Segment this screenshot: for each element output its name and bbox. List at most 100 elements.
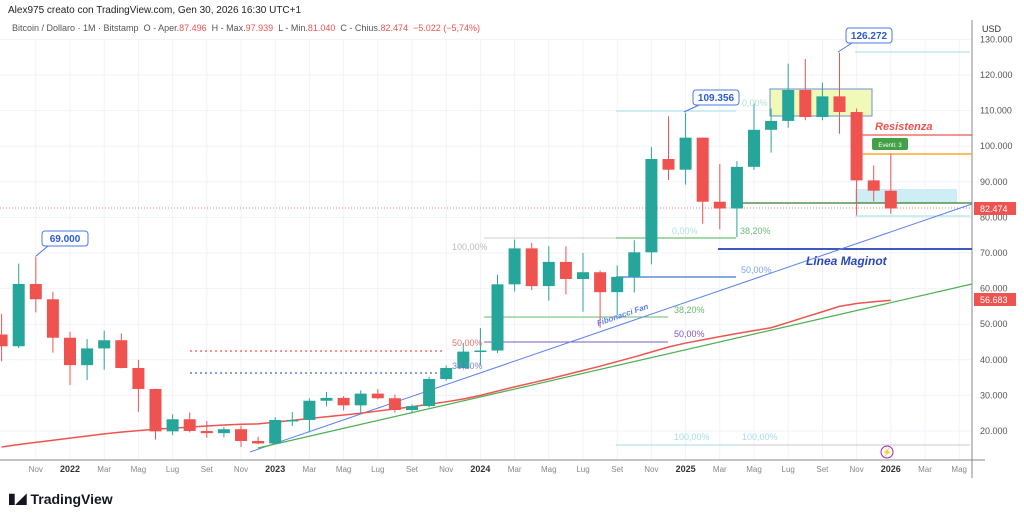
x-tick-label: Mar bbox=[713, 465, 727, 474]
candle-body bbox=[64, 337, 76, 366]
candle-body bbox=[542, 261, 555, 287]
y-tick-label: 90.000 bbox=[980, 177, 1008, 187]
symbol-name[interactable]: Bitcoin / Dollaro · 1M · Bitstamp bbox=[12, 23, 139, 33]
candle-body bbox=[132, 367, 145, 389]
fib-level-label: 50,00% bbox=[674, 329, 705, 339]
candle-body bbox=[867, 180, 880, 191]
candle-body bbox=[286, 419, 299, 422]
fib-level-label: 0,00% bbox=[742, 98, 768, 108]
events-badge bbox=[872, 138, 908, 150]
ma-price-badge bbox=[974, 293, 1016, 306]
x-tick-label: Mar bbox=[918, 465, 932, 474]
candle-body bbox=[166, 419, 179, 432]
y-tick-label: 40.000 bbox=[980, 355, 1008, 365]
x-tick-label: Nov bbox=[234, 465, 248, 474]
ma-price-label: 56.683 bbox=[980, 295, 1008, 305]
candle-body bbox=[388, 398, 401, 410]
candle-body bbox=[594, 272, 607, 293]
maginot-label: Linea Maginot bbox=[806, 254, 888, 268]
callout-pointer bbox=[35, 245, 49, 257]
candle-body bbox=[354, 393, 367, 406]
candle-body bbox=[303, 400, 316, 420]
candle-body bbox=[508, 248, 521, 285]
candle-body bbox=[81, 348, 94, 366]
fib-level-label: 100,00% bbox=[452, 242, 488, 252]
x-tick-label: Nov bbox=[849, 465, 863, 474]
candle-body bbox=[679, 137, 692, 170]
change-value: −5.022 (−5,74%) bbox=[412, 23, 481, 33]
fib-level-label: 38,20% bbox=[740, 226, 771, 236]
x-tick-label: Lug bbox=[371, 465, 384, 474]
x-tick-label: Nov bbox=[29, 465, 43, 474]
y-tick-label: 120.000 bbox=[980, 70, 1013, 80]
callout-pointer bbox=[837, 42, 853, 53]
candle-body bbox=[833, 96, 846, 113]
x-tick-label: Mag bbox=[746, 465, 762, 474]
y-tick-label: 130.000 bbox=[980, 34, 1013, 44]
x-tick-label: Lug bbox=[576, 465, 589, 474]
x-tick-label: Set bbox=[611, 465, 624, 474]
fib-level-label: 38,20% bbox=[452, 361, 483, 371]
price-callout-box bbox=[41, 230, 89, 247]
x-tick-label: Lug bbox=[782, 465, 795, 474]
low-value: 81.040 bbox=[307, 23, 336, 33]
candle-body bbox=[46, 299, 59, 338]
candle-body bbox=[183, 419, 196, 431]
candle-body bbox=[696, 137, 709, 202]
candle-body bbox=[850, 112, 863, 181]
y-tick-label: 110.000 bbox=[980, 106, 1012, 116]
trend-line bbox=[257, 283, 973, 449]
candle-body bbox=[628, 252, 641, 277]
support-zone bbox=[855, 189, 957, 203]
high-label: H - Max. bbox=[211, 23, 246, 33]
x-tick-label: Nov bbox=[644, 465, 658, 474]
candle-body bbox=[491, 284, 504, 351]
x-tick-label: Mag bbox=[336, 465, 352, 474]
candle-body bbox=[320, 397, 333, 401]
y-tick-label: 70.000 bbox=[980, 248, 1008, 258]
candle-body bbox=[149, 388, 162, 432]
y-tick-label: 50.000 bbox=[980, 319, 1008, 329]
price-callout-label: 109.356 bbox=[698, 93, 735, 104]
fib-level-label: 38,20% bbox=[674, 305, 705, 315]
x-tick-label: 2024 bbox=[470, 464, 490, 474]
candle-body bbox=[269, 419, 282, 444]
fibonacci-fan-line bbox=[249, 203, 973, 453]
candle-body bbox=[115, 340, 128, 368]
lightning-glyph: ⚡ bbox=[882, 447, 892, 457]
y-tick-label: 100.000 bbox=[980, 141, 1013, 151]
candle-body bbox=[799, 89, 812, 118]
price-callout-label: 126.272 bbox=[851, 31, 888, 42]
candle-body bbox=[474, 350, 487, 353]
price-callout-box bbox=[692, 89, 740, 106]
x-tick-label: Mag bbox=[131, 465, 147, 474]
fib-level-label: 100,00% bbox=[742, 432, 778, 442]
last-price-label: 82.474 bbox=[980, 204, 1008, 214]
y-tick-label: 30.000 bbox=[980, 390, 1008, 400]
candle-body bbox=[645, 159, 658, 253]
last-price-badge bbox=[974, 202, 1016, 215]
candle-body bbox=[12, 283, 25, 347]
open-value: 87.496 bbox=[179, 23, 207, 33]
x-tick-label: Set bbox=[816, 465, 829, 474]
symbol-legend: Bitcoin / Dollaro · 1M · Bitstamp O - Ap… bbox=[12, 23, 480, 33]
x-tick-label: Set bbox=[201, 465, 214, 474]
resistance-label: Resistenza bbox=[875, 121, 932, 133]
chart-credit: Alex975 creato con TradingView.com, Gen … bbox=[8, 5, 302, 16]
callout-pointer bbox=[683, 104, 700, 113]
events-label: Eventi: 3 bbox=[878, 143, 902, 149]
candle-body bbox=[611, 276, 624, 293]
x-tick-label: Set bbox=[406, 465, 419, 474]
fib-level-label: 50,00% bbox=[452, 338, 483, 348]
x-tick-label: Lug bbox=[166, 465, 179, 474]
tradingview-logo[interactable]: ▮◢ TradingView bbox=[8, 490, 113, 507]
x-tick-label: Mag bbox=[541, 465, 557, 474]
currency-label: USD bbox=[982, 24, 1002, 34]
price-callout-label: 69.000 bbox=[50, 234, 81, 245]
candle-body bbox=[406, 406, 418, 410]
candle-body bbox=[577, 272, 589, 279]
candle-body bbox=[782, 89, 795, 121]
candle-body bbox=[730, 166, 743, 209]
candle-body bbox=[884, 190, 897, 209]
